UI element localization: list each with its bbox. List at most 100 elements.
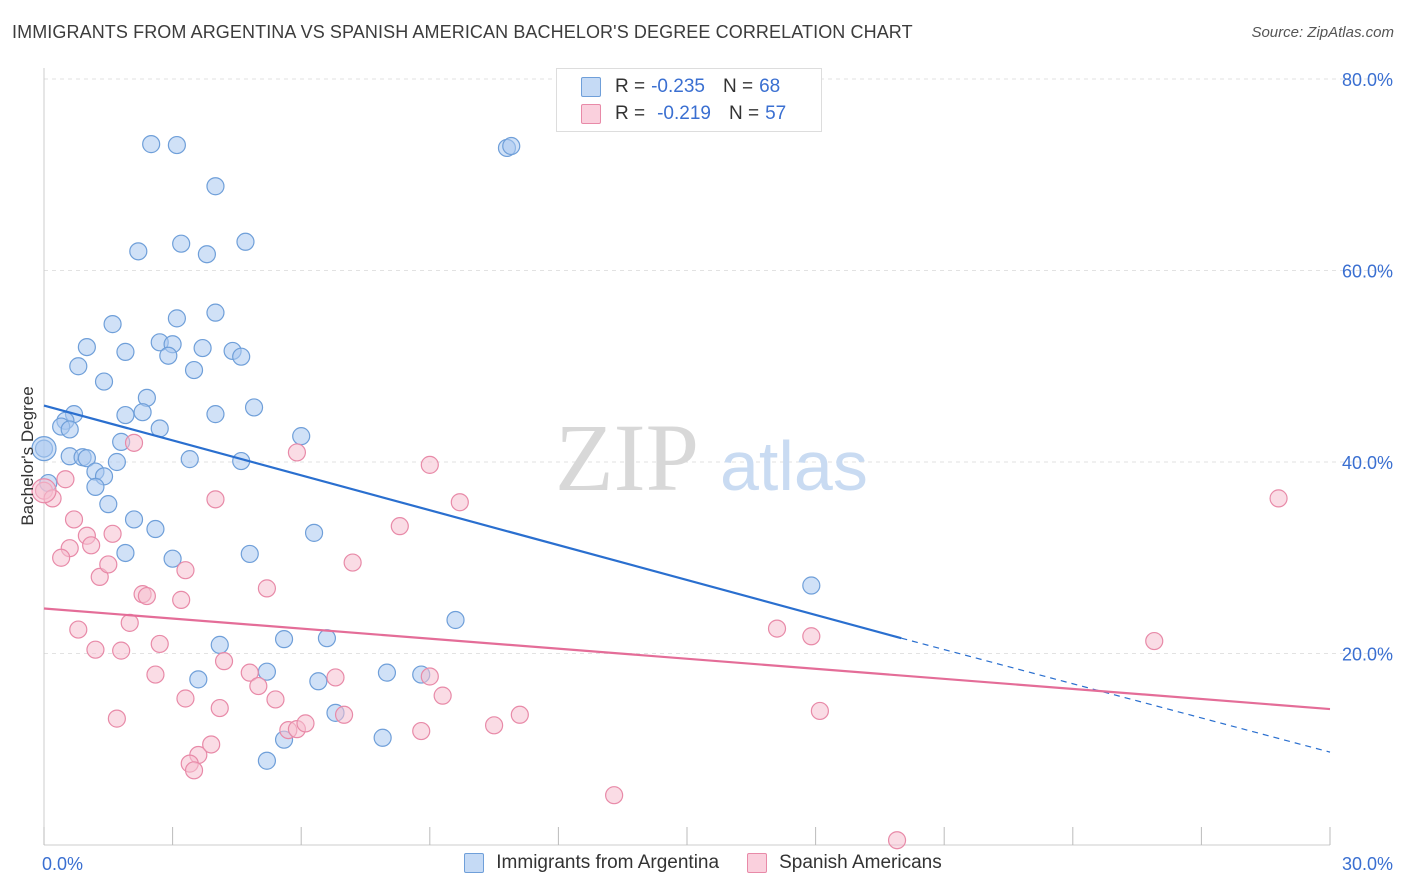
legend-label-argentina: Immigrants from Argentina xyxy=(496,852,720,873)
point-spanish-american xyxy=(266,690,285,709)
point-argentina xyxy=(373,728,392,747)
point-argentina xyxy=(180,450,199,469)
point-argentina xyxy=(502,136,521,156)
point-spanish-american xyxy=(343,553,362,572)
point-argentina xyxy=(129,242,148,261)
point-spanish-american xyxy=(112,641,131,660)
point-argentina xyxy=(163,549,182,568)
point-spanish-american xyxy=(287,443,307,462)
y-axis-label: Bachelor's Degree xyxy=(18,386,37,526)
legend-n-value: 57 xyxy=(765,103,787,124)
watermark-zip: ZIP xyxy=(555,404,699,511)
tick-labels: 20.0% 40.0% 60.0% 80.0% 0.0% 30.0% xyxy=(42,70,1393,874)
point-argentina xyxy=(77,338,96,357)
point-spanish-american xyxy=(767,619,787,638)
point-argentina xyxy=(240,544,259,564)
point-argentina xyxy=(274,630,294,649)
watermark-atlas: atlas xyxy=(720,427,868,505)
point-spanish-american xyxy=(184,761,204,780)
point-argentina xyxy=(232,347,251,366)
point-spanish-american xyxy=(107,709,126,728)
point-spanish-american xyxy=(31,478,57,504)
legend-swatch-spanish xyxy=(747,853,768,873)
point-spanish-american xyxy=(334,705,354,724)
point-spanish-american xyxy=(510,705,529,724)
trend-line-argentina-extension xyxy=(901,637,1331,753)
point-argentina xyxy=(167,309,186,328)
point-argentina xyxy=(103,315,122,334)
x-tick-label: 0.0% xyxy=(42,854,83,874)
point-spanish-american xyxy=(802,627,821,646)
point-spanish-american xyxy=(296,714,315,733)
point-spanish-american xyxy=(176,561,195,580)
watermark: ZIP atlas xyxy=(555,404,868,511)
point-spanish-american xyxy=(176,689,195,708)
trend-lines xyxy=(43,404,1331,753)
point-spanish-american xyxy=(1269,489,1288,508)
legend-r-value: -0.235 xyxy=(651,76,705,97)
y-tick-label: 40.0% xyxy=(1342,453,1393,473)
point-argentina xyxy=(197,245,216,264)
point-spanish-american xyxy=(206,490,225,509)
point-argentina xyxy=(142,135,161,154)
y-tick-label: 20.0% xyxy=(1342,645,1393,665)
legend-item-argentina[interactable]: Immigrants from Argentina xyxy=(464,852,719,874)
legend-row-argentina: R = -0.235 N = 68 xyxy=(581,75,780,99)
point-spanish-american xyxy=(214,652,234,671)
legend-label-spanish: Spanish Americans xyxy=(779,852,942,873)
point-argentina xyxy=(133,403,152,422)
point-argentina xyxy=(377,663,397,682)
point-spanish-american xyxy=(249,676,268,696)
y-tick-label: 60.0% xyxy=(1342,262,1393,282)
legend-r-label: R = xyxy=(615,103,646,124)
point-argentina xyxy=(193,338,212,358)
legend-swatch-argentina xyxy=(464,853,485,873)
point-spanish-american xyxy=(257,579,277,598)
point-spanish-american xyxy=(433,686,452,705)
point-argentina xyxy=(107,452,126,472)
point-argentina xyxy=(236,232,255,251)
point-argentina xyxy=(802,576,821,595)
point-argentina xyxy=(304,523,324,542)
point-spanish-american xyxy=(202,735,221,754)
point-spanish-american xyxy=(86,640,105,659)
stats-legend: R = -0.235 N = 68 R = -0.219 N = 57 xyxy=(556,68,822,132)
point-argentina xyxy=(172,234,191,253)
point-spanish-american xyxy=(146,665,165,684)
point-argentina xyxy=(206,405,225,424)
point-argentina xyxy=(210,635,229,654)
point-argentina xyxy=(86,477,105,496)
point-argentina xyxy=(60,420,79,439)
legend-n-value: 68 xyxy=(759,76,781,97)
point-argentina xyxy=(292,427,311,446)
point-argentina xyxy=(244,398,264,417)
point-argentina xyxy=(159,346,178,365)
series-legend: Immigrants from Argentina Spanish Americ… xyxy=(0,852,1406,874)
point-argentina xyxy=(69,357,88,376)
point-argentina xyxy=(116,405,135,425)
point-argentina xyxy=(317,629,337,648)
point-argentina xyxy=(116,543,135,563)
point-argentina xyxy=(94,372,114,391)
legend-swatch-spanish xyxy=(581,104,601,124)
gridlines xyxy=(44,78,1395,654)
y-tick-label: 80.0% xyxy=(1342,70,1393,90)
point-spanish-american xyxy=(124,433,144,452)
legend-item-spanish[interactable]: Spanish Americans xyxy=(747,852,942,874)
trend-line-argentina xyxy=(43,404,902,640)
point-argentina xyxy=(116,342,135,361)
chart-title: IMMIGRANTS FROM ARGENTINA VS SPANISH AME… xyxy=(12,22,913,42)
legend-row-spanish: R = -0.219 N = 57 xyxy=(581,102,786,126)
point-spanish-american xyxy=(64,510,84,529)
point-argentina xyxy=(184,360,204,380)
point-spanish-american xyxy=(69,620,88,639)
point-argentina xyxy=(206,303,225,322)
x-tick-label: 30.0% xyxy=(1342,854,1393,874)
point-argentina xyxy=(446,610,465,630)
point-argentina xyxy=(206,177,225,196)
point-spanish-american xyxy=(210,698,229,718)
point-argentina xyxy=(257,751,277,770)
source-credit: Source: ZipAtlas.com xyxy=(1251,24,1394,41)
point-argentina xyxy=(309,672,328,691)
point-spanish-american xyxy=(120,613,139,632)
